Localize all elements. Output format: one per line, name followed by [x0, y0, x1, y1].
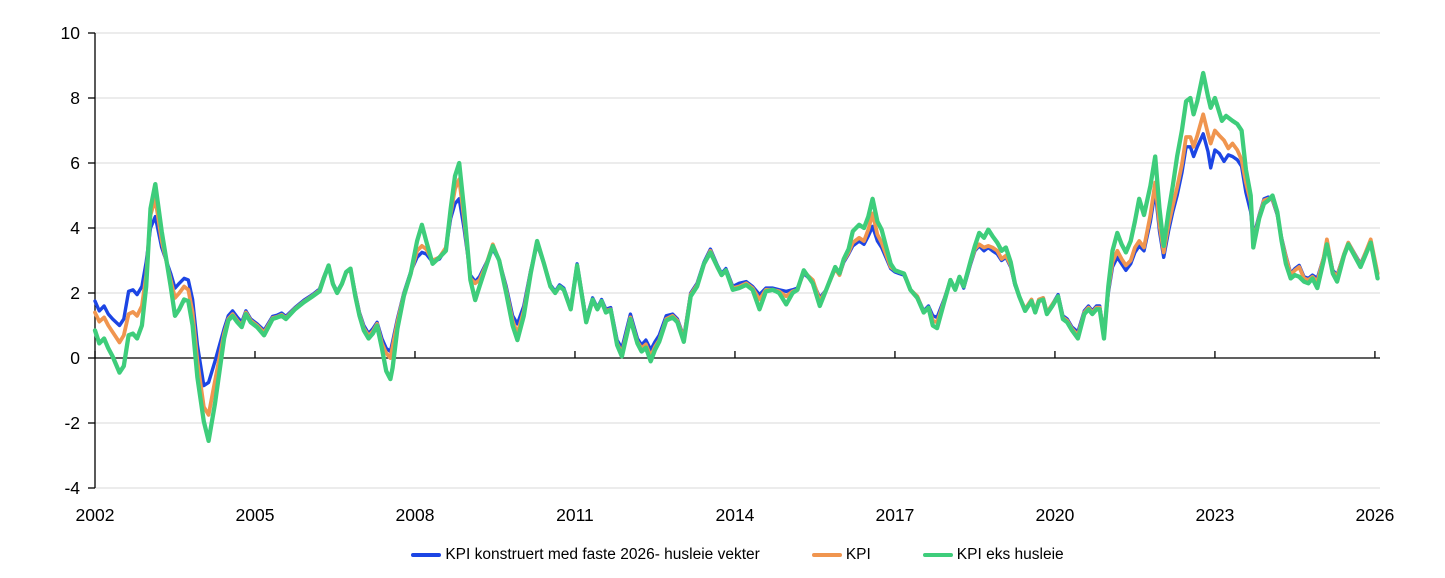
legend-label-kpi-eks-husleie: KPI eks husleie [956, 546, 1064, 563]
y-tick-label-8: 8 [70, 88, 80, 108]
series-line-0 [93, 132, 1380, 388]
legend-marker-kpi-faste-vekter [411, 552, 442, 558]
x-tick-label-2026: 2026 [1355, 505, 1394, 525]
x-tick-label-2011: 2011 [556, 505, 594, 525]
y-tick-label--4: -4 [64, 478, 80, 498]
x-tick-label-2014: 2014 [715, 505, 754, 525]
chart-legend: KPI konstruert med faste 2026- husleie v… [95, 542, 1380, 568]
y-tick-label-4: 4 [70, 218, 80, 238]
x-tick-label-2017: 2017 [875, 505, 914, 525]
legend-label-kpi-faste-vekter: KPI konstruert med faste 2026- husleie v… [445, 546, 760, 563]
legend-marker-kpi-eks-husleie [922, 552, 953, 558]
y-tick-label-2: 2 [70, 283, 80, 303]
y-tick-label--2: -2 [64, 413, 80, 433]
x-tick-label-2008: 2008 [396, 505, 435, 525]
x-tick-label-2023: 2023 [1195, 505, 1234, 525]
legend-item-kpi-eks-husleie: KPI eks husleie [922, 546, 1064, 564]
y-tick-label-10: 10 [61, 23, 81, 43]
x-tick-label-2020: 2020 [1035, 505, 1074, 525]
y-tick-label-0: 0 [70, 348, 80, 368]
legend-marker-kpi [811, 552, 842, 558]
x-tick-label-2002: 2002 [76, 505, 115, 525]
series-line-2 [92, 70, 1380, 444]
legend-label-kpi: KPI [845, 546, 871, 563]
legend-item-kpi: KPI [811, 546, 871, 564]
legend-item-kpi-faste-vekter: KPI konstruert med faste 2026- husleie v… [411, 546, 760, 564]
y-tick-label-6: 6 [70, 153, 80, 173]
x-tick-label-2005: 2005 [236, 505, 275, 525]
